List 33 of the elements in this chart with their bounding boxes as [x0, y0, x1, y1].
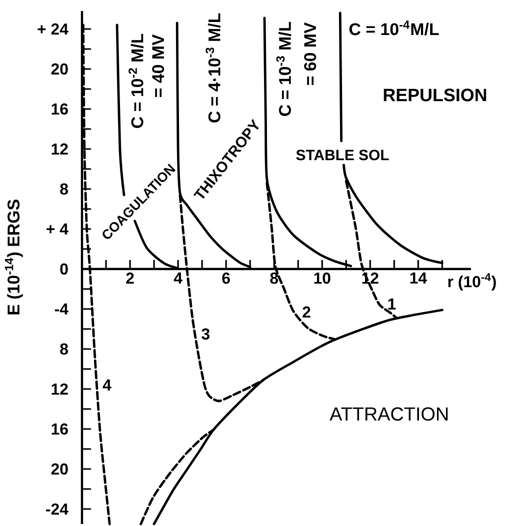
y-tick-label: 0 — [60, 263, 68, 275]
x-tick-label: 6 — [222, 272, 230, 284]
annotation: 1 — [388, 298, 396, 310]
annotation: STABLE SOL — [296, 150, 389, 160]
y-tick-label: -4 — [54, 304, 68, 314]
x-tick-label: 8 — [270, 272, 278, 284]
y-axis-title: E (10$^{-14}$) ERGS — [4, 200, 23, 314]
annotation: 3 — [202, 328, 210, 340]
x-tick-label: 14 — [410, 272, 427, 284]
y-tick-label: 12 — [52, 383, 68, 395]
x-tick-label: 4 — [174, 272, 182, 284]
y-tick-label: + 24 — [38, 23, 68, 35]
annotation: C = 10$^{-4}$M/L — [349, 20, 439, 36]
annotation: ATTRACTION — [330, 407, 448, 421]
y-tick-label: 16 — [52, 423, 68, 435]
x-axis-title: r (10$^{-4}$) — [448, 273, 496, 290]
annotation: = 60 MV — [304, 22, 316, 86]
x-tick-label: 2 — [126, 272, 134, 284]
y-tick-label: 20 — [51, 463, 68, 475]
annotation: C = 10$^{-3}$ M/L — [276, 22, 292, 116]
y-tick-label: 16 — [52, 103, 68, 115]
y-tick-label: + 4 — [46, 224, 68, 234]
y-tick-label: 12 — [52, 143, 68, 155]
annotation: C = 10$^{-2}$ M/L — [128, 34, 144, 128]
annotation: REPULSION — [384, 88, 486, 102]
y-tick-label: 8 — [60, 343, 68, 355]
x-tick-label: 10 — [314, 272, 330, 284]
y-tick-label: -24 — [46, 503, 68, 515]
y-tick-label: 20 — [51, 63, 68, 75]
annotation: = 40 MV — [152, 34, 164, 98]
annotation: 2 — [302, 306, 310, 318]
y-tick-label: 8 — [60, 183, 68, 195]
annotation: 4 — [102, 380, 112, 390]
